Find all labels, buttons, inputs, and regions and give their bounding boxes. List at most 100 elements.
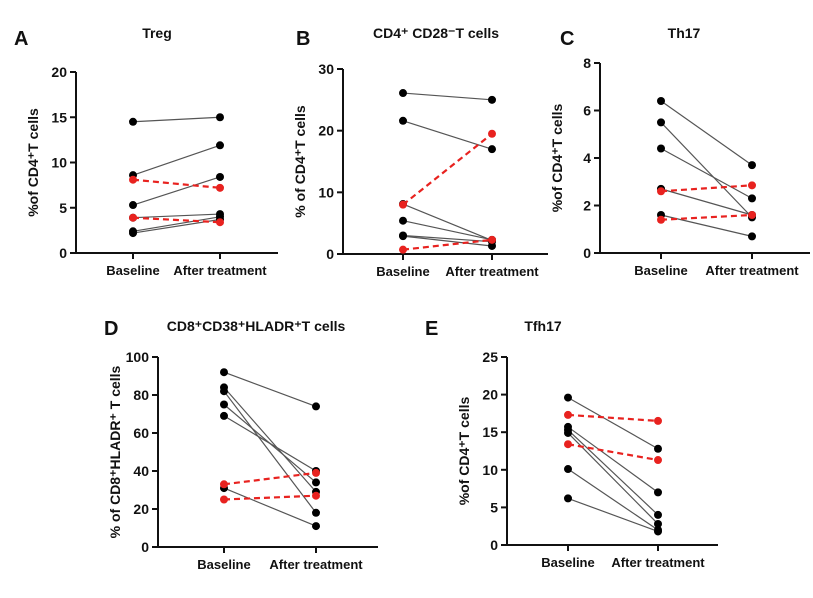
series-line (660, 121, 753, 218)
y-tick-label: 20 (133, 501, 149, 517)
y-tick-label: 20 (318, 123, 334, 139)
data-point-after (654, 488, 662, 497)
panel-letter: B (296, 28, 310, 50)
y-axis-label: %of CD4⁺T cells (456, 397, 472, 506)
panel-letter: D (104, 318, 118, 340)
data-point-baseline (399, 200, 407, 209)
data-point-baseline (220, 411, 228, 420)
series-line (132, 216, 221, 232)
series-line (223, 415, 317, 472)
data-point-baseline (399, 89, 407, 98)
data-point-baseline (220, 387, 228, 396)
y-axis-label: % of CD8⁺HLADR⁺ T cells (107, 365, 123, 538)
series-line (402, 92, 493, 101)
data-point-baseline (129, 117, 137, 126)
x-tick-label: After treatment (611, 555, 705, 570)
highlight-series-line (660, 184, 753, 193)
data-point-baseline (399, 232, 407, 241)
series-line (223, 387, 317, 493)
highlight-series-line (567, 443, 659, 462)
y-tick-label: 0 (583, 245, 591, 261)
data-point-after (748, 194, 756, 203)
data-point-after (216, 218, 224, 227)
y-tick-label: 10 (318, 184, 334, 200)
data-point-baseline (564, 440, 572, 449)
panel-letter: C (560, 28, 574, 50)
series-line (132, 144, 221, 176)
y-axis-label: %of CD4⁺T cells (549, 104, 565, 213)
chart-title: CD4⁺ CD28⁻T cells (373, 25, 499, 41)
y-tick-label: 20 (51, 64, 67, 80)
y-tick-label: 10 (51, 155, 67, 171)
series-line (567, 426, 659, 493)
y-tick-label: 5 (490, 499, 498, 515)
data-point-baseline (129, 201, 137, 210)
series-line (402, 203, 493, 241)
data-point-after (748, 181, 756, 190)
data-point-baseline (657, 215, 665, 224)
data-point-after (312, 468, 320, 477)
data-point-after (748, 211, 756, 219)
data-point-baseline (220, 400, 228, 409)
data-point-baseline (657, 187, 665, 196)
data-point-baseline (129, 229, 137, 238)
series-line (567, 432, 659, 525)
panel-d: D CD8⁺CD38⁺HLADR⁺T cells % of CD8⁺HLADR⁺ T… (104, 318, 378, 572)
y-tick-label: 8 (583, 55, 591, 71)
series-line (223, 390, 317, 514)
data-point-after (488, 235, 496, 244)
data-point-baseline (564, 494, 572, 503)
series-line (402, 235, 493, 247)
y-tick-label: 4 (583, 150, 591, 166)
chart-title: Treg (142, 25, 172, 41)
series-line (132, 213, 221, 219)
y-tick-label: 6 (583, 103, 591, 119)
y-axis-label: %of CD4⁺T cells (25, 108, 41, 217)
data-point-after (488, 129, 496, 138)
data-point-after (748, 161, 756, 170)
highlight-series-line (132, 178, 221, 189)
data-point-baseline (129, 213, 137, 222)
x-tick-label: After treatment (705, 263, 799, 278)
data-point-after (216, 183, 224, 192)
y-tick-label: 25 (482, 349, 498, 365)
series-line (132, 116, 221, 123)
series-line (660, 100, 753, 166)
y-tick-label: 10 (482, 462, 498, 478)
panel-b: B CD4⁺ CD28⁻T cells % of CD4⁺T cells 0 10 20 3… (292, 25, 548, 279)
data-point-after (312, 508, 320, 517)
series-line (660, 147, 753, 199)
y-tick-label: 5 (59, 200, 67, 216)
y-tick-label: 15 (482, 424, 498, 440)
data-point-after (488, 95, 496, 104)
data-point-baseline (129, 175, 137, 184)
data-point-baseline (657, 118, 665, 127)
data-point-after (654, 510, 662, 519)
data-point-baseline (564, 410, 572, 419)
series-line (223, 371, 317, 407)
x-tick-label: Baseline (376, 264, 429, 279)
data-point-baseline (399, 116, 407, 125)
x-tick-label: After treatment (445, 264, 539, 279)
data-point-baseline (399, 245, 407, 254)
data-point-after (216, 113, 224, 122)
data-point-after (216, 141, 224, 150)
data-point-after (312, 478, 320, 487)
y-tick-label: 60 (133, 425, 149, 441)
y-tick-label: 30 (318, 61, 334, 77)
highlight-series-line (132, 216, 221, 224)
series-line (132, 176, 221, 206)
y-tick-label: 0 (490, 537, 498, 553)
data-point-baseline (657, 97, 665, 105)
x-tick-label: Baseline (541, 555, 594, 570)
highlight-series-line (223, 471, 317, 486)
series-line (223, 487, 317, 527)
highlight-series-line (402, 132, 493, 206)
data-point-baseline (399, 216, 407, 225)
y-tick-label: 0 (326, 246, 334, 262)
highlight-series-line (402, 238, 493, 251)
series-line (567, 397, 659, 450)
chart-title: CD8⁺CD38⁺HLADR⁺T cells (167, 318, 346, 334)
panel-a: A Treg %of CD4⁺T cells 0 5 10 15 20 Baseline Afte… (14, 25, 278, 278)
series-line (567, 497, 659, 533)
